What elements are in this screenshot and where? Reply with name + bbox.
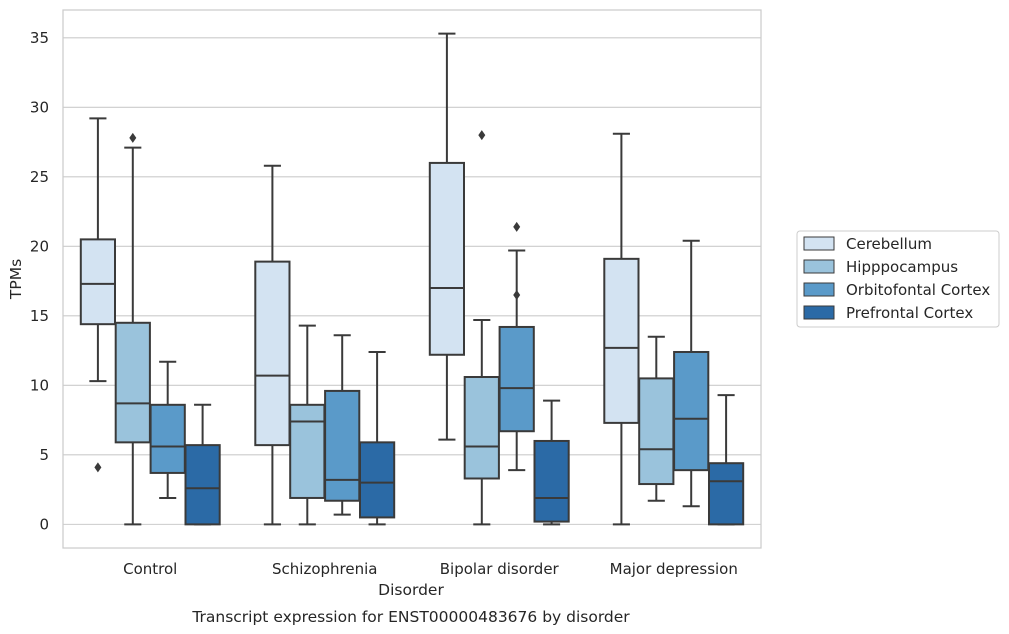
box-group xyxy=(638,335,675,502)
box-group xyxy=(707,394,745,526)
box-group xyxy=(149,360,186,499)
box xyxy=(184,444,221,526)
box-group xyxy=(603,132,640,526)
box xyxy=(254,260,291,447)
box-group xyxy=(289,324,326,526)
y-tick-label: 25 xyxy=(30,168,49,186)
legend-label: Hipppocampus xyxy=(846,258,958,276)
legend-frame xyxy=(796,230,1000,328)
y-tick-label: 30 xyxy=(30,98,49,116)
box xyxy=(463,376,500,480)
box xyxy=(603,257,640,424)
outlier-point xyxy=(513,221,521,232)
box-group xyxy=(324,334,361,516)
outlier-point xyxy=(478,130,486,141)
legend-item: Orbitofontal Cortex xyxy=(803,281,990,299)
box-group xyxy=(673,239,710,508)
legend-item: Hipppocampus xyxy=(803,258,958,276)
box xyxy=(114,321,151,444)
x-axis-title: Disorder xyxy=(378,581,444,599)
legend: Cerebellum Hipppocampus Orbitofontal Corte… xyxy=(796,230,1000,328)
legend-label: Prefrontal Cortex xyxy=(846,304,973,322)
y-tick-label: 10 xyxy=(30,376,49,394)
x-tick-labels: Control Schizophrenia Bipolar disorder Majo… xyxy=(123,560,738,578)
box-group xyxy=(254,164,291,526)
box-group xyxy=(533,399,570,526)
box xyxy=(358,441,396,519)
legend-label: Cerebellum xyxy=(846,235,932,253)
x-tick-label: Major depression xyxy=(610,560,738,578)
legend-swatch xyxy=(803,236,835,251)
x-tick-label: Bipolar disorder xyxy=(440,560,560,578)
box-group xyxy=(358,350,396,526)
y-tick-label: 15 xyxy=(30,307,49,325)
box-group xyxy=(79,117,117,473)
box xyxy=(498,325,535,433)
y-axis-title: TPMs xyxy=(7,259,25,300)
box xyxy=(428,161,466,356)
box xyxy=(673,350,710,472)
box xyxy=(289,403,326,499)
chart-caption: Transcript expression for ENST0000048367… xyxy=(191,608,630,626)
box xyxy=(149,403,186,474)
box xyxy=(79,238,117,326)
legend-swatch xyxy=(803,305,835,320)
legend-item: Prefrontal Cortex xyxy=(803,304,973,322)
box xyxy=(533,439,570,523)
plot-frame xyxy=(62,9,762,549)
x-tick-label: Schizophrenia xyxy=(272,560,377,578)
y-tick-labels: 0 5 10 15 20 25 30 35 xyxy=(30,29,49,534)
legend-label: Orbitofontal Cortex xyxy=(846,281,990,299)
boxes xyxy=(79,32,745,526)
box-group xyxy=(114,132,151,526)
x-tick-label: Control xyxy=(123,560,177,578)
outlier-point xyxy=(94,462,102,473)
y-tick-label: 20 xyxy=(30,237,49,255)
y-tick-label: 35 xyxy=(30,29,49,47)
box-group xyxy=(463,130,500,526)
box xyxy=(707,462,745,526)
y-tick-label: 0 xyxy=(39,515,49,533)
box xyxy=(638,377,675,486)
box xyxy=(324,389,361,502)
outlier-point xyxy=(129,132,137,143)
box-group xyxy=(184,403,221,526)
legend-swatch xyxy=(803,282,835,297)
legend-item: Cerebellum xyxy=(803,235,932,253)
box-group xyxy=(428,32,466,441)
box-group xyxy=(498,221,535,472)
outlier-point xyxy=(513,289,521,300)
legend-swatch xyxy=(803,259,835,274)
y-tick-label: 5 xyxy=(39,446,49,464)
